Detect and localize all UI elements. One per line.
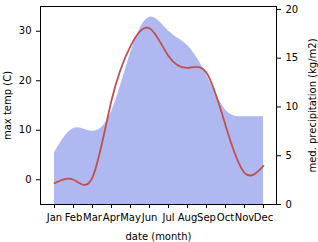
- svg-text:Aug: Aug: [178, 212, 198, 223]
- svg-text:Oct: Oct: [217, 212, 234, 223]
- svg-text:15: 15: [286, 52, 299, 63]
- svg-text:Mar: Mar: [83, 212, 103, 223]
- svg-text:Nov: Nov: [235, 212, 255, 223]
- svg-text:0: 0: [286, 199, 292, 210]
- svg-text:Jan: Jan: [46, 212, 62, 223]
- svg-text:date (month): date (month): [126, 231, 192, 242]
- svg-text:0: 0: [25, 174, 31, 185]
- svg-text:May: May: [120, 212, 141, 223]
- svg-text:Sep: Sep: [197, 212, 216, 223]
- svg-text:30: 30: [19, 25, 32, 36]
- svg-text:Jun: Jun: [141, 212, 158, 223]
- svg-text:Feb: Feb: [65, 212, 83, 223]
- svg-text:10: 10: [19, 124, 32, 135]
- svg-text:20: 20: [19, 75, 32, 86]
- svg-text:20: 20: [286, 4, 299, 15]
- svg-text:max temp (C): max temp (C): [2, 71, 13, 140]
- svg-text:Jul: Jul: [161, 212, 174, 223]
- svg-text:Apr: Apr: [103, 212, 121, 223]
- svg-text:med. precipitation (kg/m2): med. precipitation (kg/m2): [307, 38, 318, 172]
- svg-text:5: 5: [286, 150, 292, 161]
- svg-text:Dec: Dec: [254, 212, 273, 223]
- svg-text:10: 10: [286, 101, 299, 112]
